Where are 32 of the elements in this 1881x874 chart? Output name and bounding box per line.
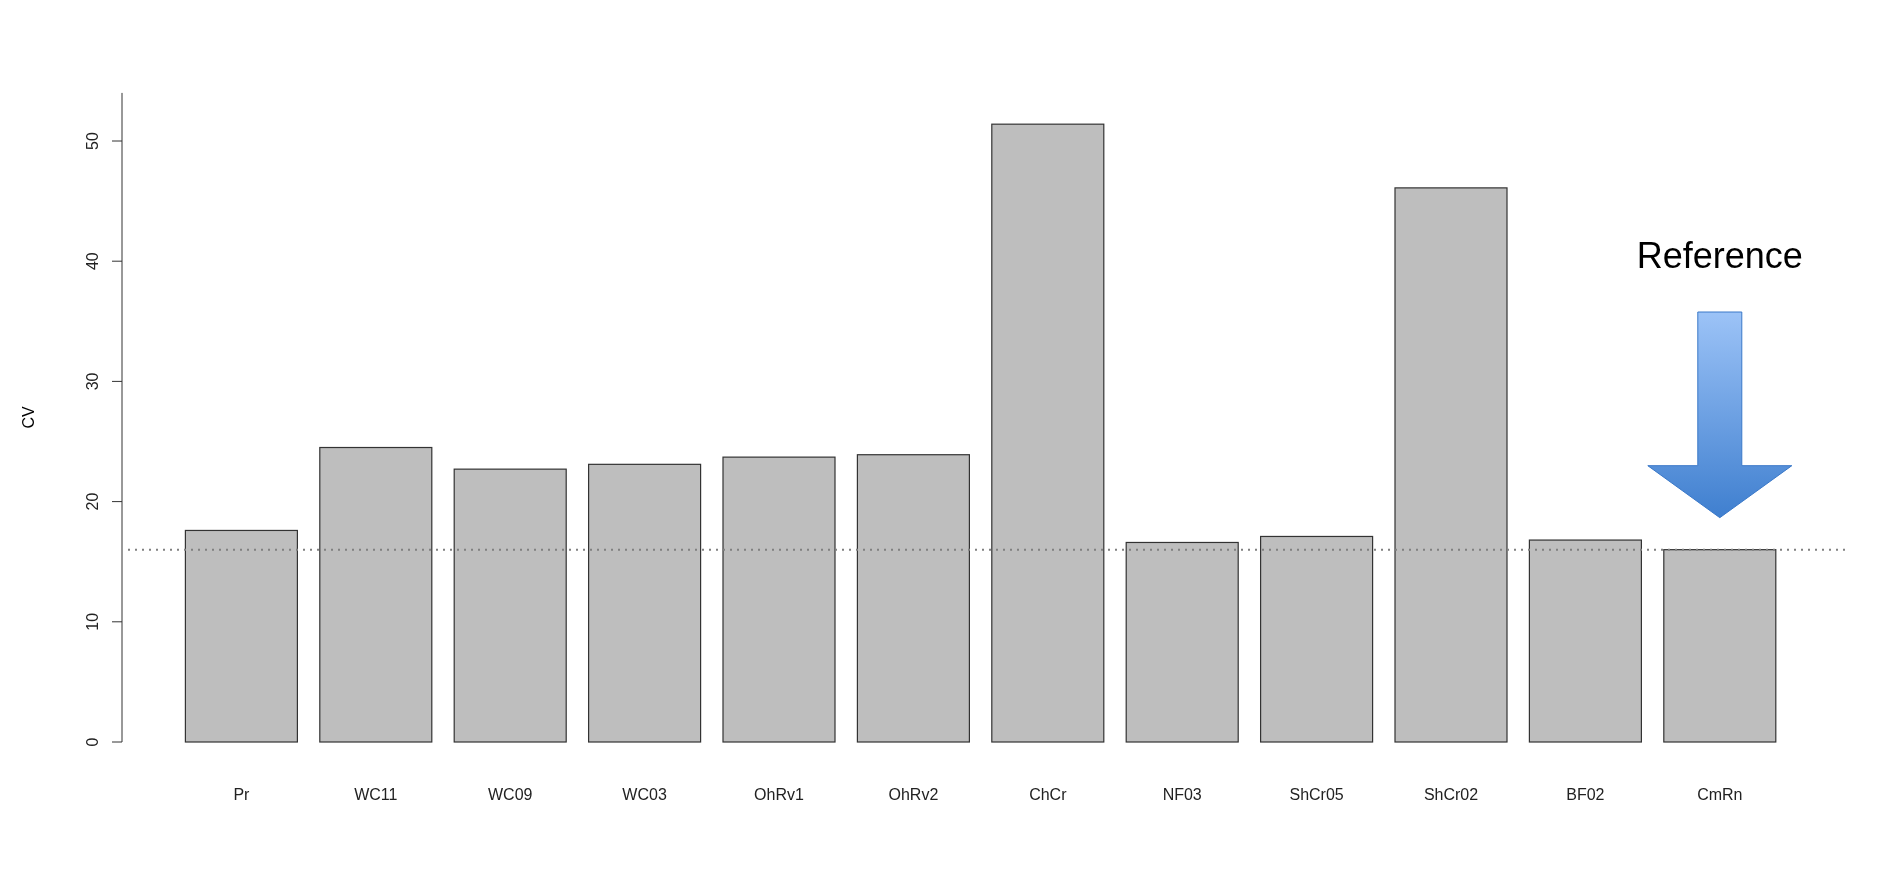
x-tick-label: BF02 bbox=[1566, 786, 1605, 803]
y-tick-label: 30 bbox=[84, 372, 101, 391]
x-tick-label: ShCr02 bbox=[1423, 786, 1479, 803]
x-tick-label: CmRn bbox=[1697, 786, 1743, 803]
bar bbox=[1663, 549, 1777, 743]
x-tick-label: WC09 bbox=[487, 786, 533, 803]
x-tick-label: WC03 bbox=[622, 786, 667, 803]
annotation: Reference bbox=[1636, 235, 1803, 276]
x-tick-label: OhRv2 bbox=[888, 786, 939, 803]
bar bbox=[1394, 187, 1508, 743]
x-tick-label: ShCr05 bbox=[1289, 786, 1344, 803]
bar bbox=[184, 529, 298, 743]
x-tick-label: NF03 bbox=[1162, 786, 1202, 803]
x-tick-label: OhRv1 bbox=[754, 786, 804, 803]
x-tick-label: Pr bbox=[233, 786, 251, 803]
x-tick-label: ChCr bbox=[1029, 786, 1068, 803]
y-tick-label: 0 bbox=[84, 737, 101, 747]
bar bbox=[319, 446, 433, 743]
bar bbox=[856, 454, 970, 743]
y-tick-label: 10 bbox=[84, 612, 101, 631]
y-tick-label: 50 bbox=[84, 132, 101, 150]
bar bbox=[1528, 539, 1642, 743]
bar bbox=[991, 123, 1105, 743]
y-tick-label: 40 bbox=[84, 252, 101, 271]
y-tick-label: 20 bbox=[84, 492, 101, 511]
bar bbox=[1125, 541, 1239, 743]
x-tick-label: WC11 bbox=[354, 786, 398, 803]
bar bbox=[722, 456, 836, 743]
bar bbox=[588, 463, 702, 743]
bar bbox=[1260, 535, 1374, 743]
bar bbox=[453, 468, 567, 743]
y-axis-title: CV bbox=[20, 406, 37, 429]
